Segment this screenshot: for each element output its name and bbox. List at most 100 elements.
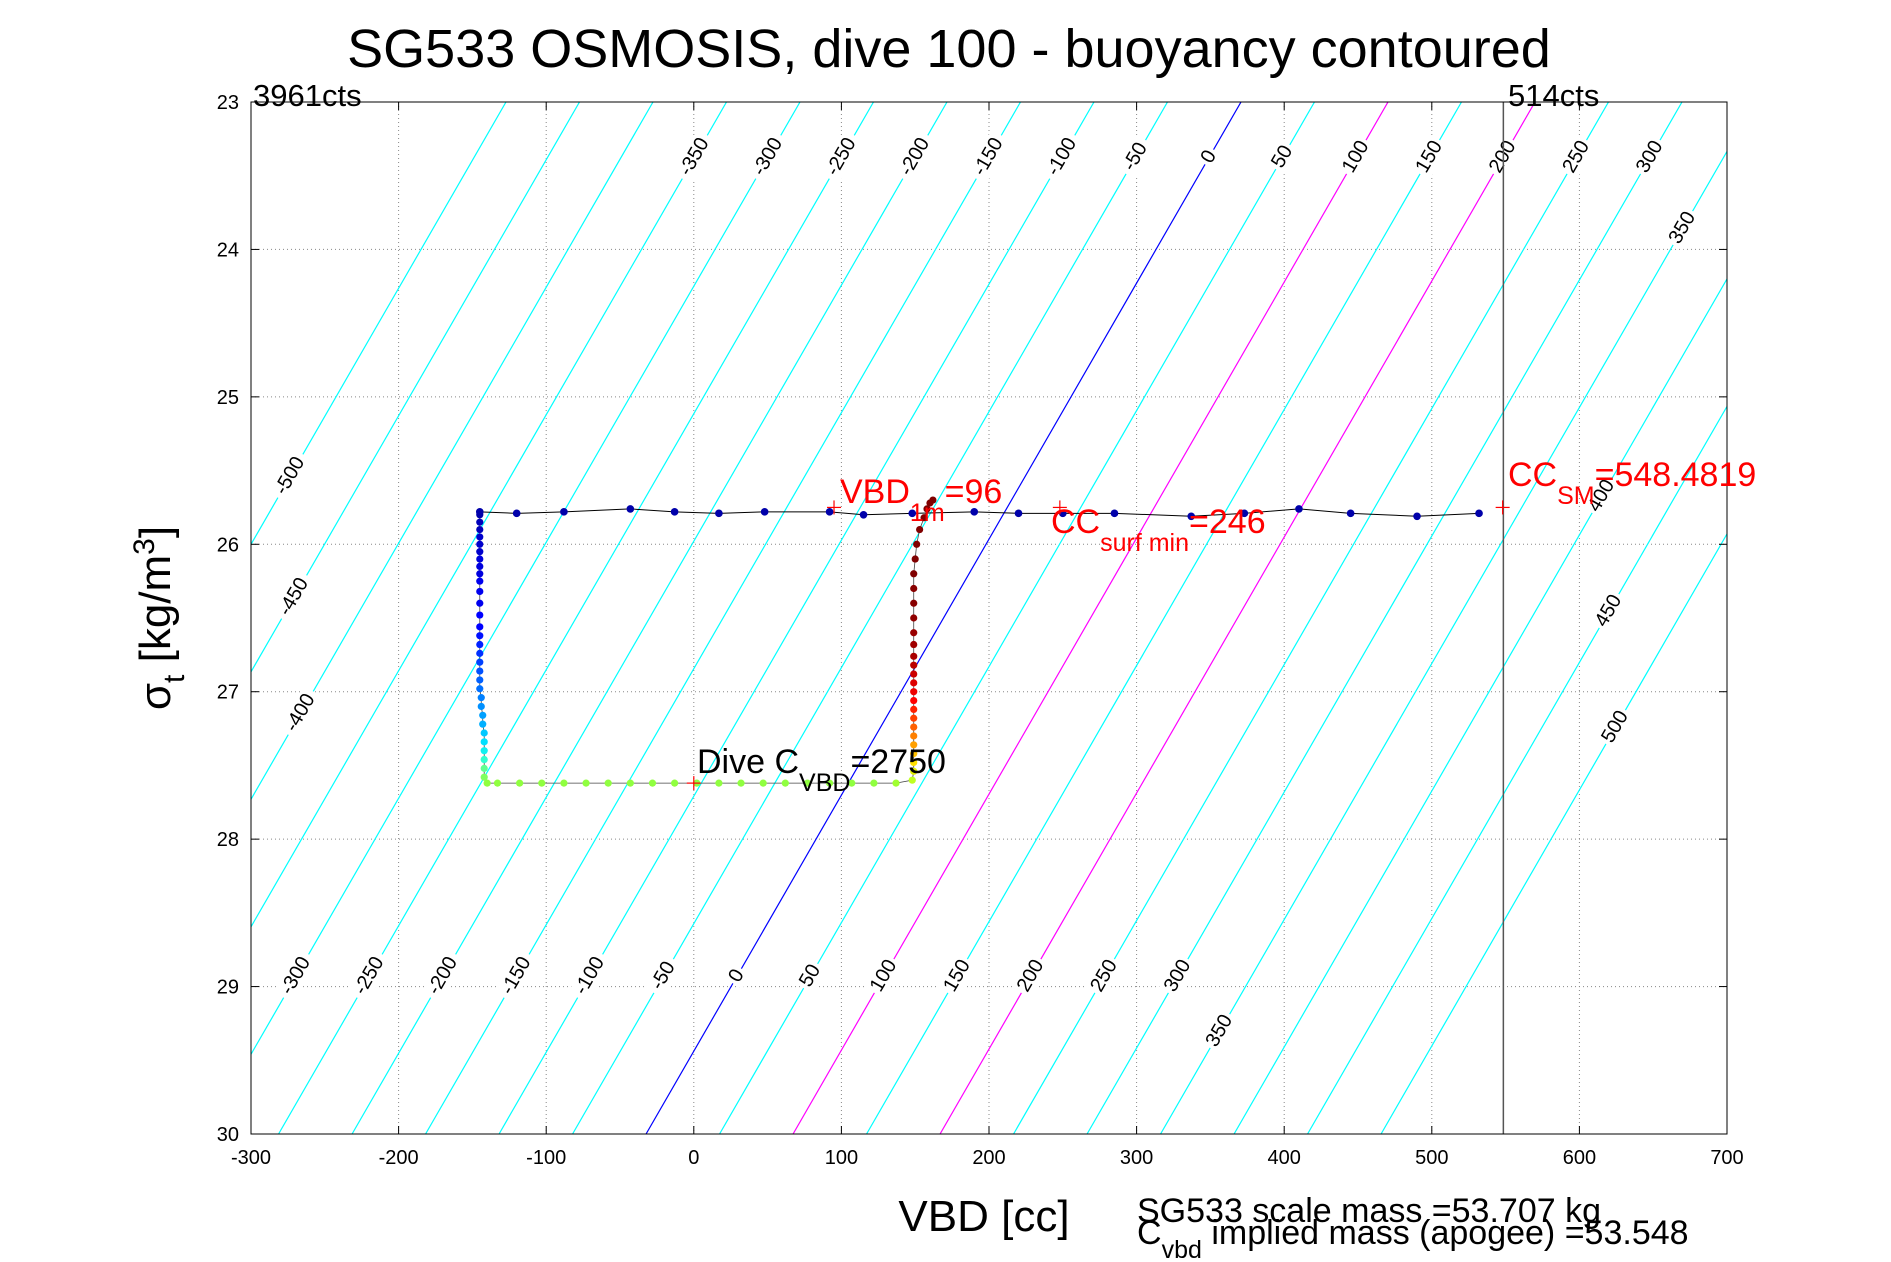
contour-label-bg (819, 129, 864, 185)
dive-point (476, 611, 484, 619)
surface-point (626, 505, 635, 513)
contour-line (719, 102, 1316, 1134)
dive-point (913, 540, 921, 548)
dive-point (910, 679, 918, 687)
surface-point (1240, 509, 1249, 518)
dive-point (910, 732, 918, 740)
contour-label-bg (1582, 473, 1622, 519)
annotation-vbd1m-main: VBD (840, 473, 910, 511)
y-tick-label: 23 (217, 92, 239, 114)
y-tick-label: 27 (217, 682, 239, 704)
y-axis-label-sup: 3 (128, 538, 161, 555)
annotation-dive-c-vbd-value: =2750 (850, 743, 946, 781)
dive-point (910, 750, 918, 758)
dive-point (916, 525, 924, 534)
dive-point (476, 649, 484, 657)
footer-implied-mass-main: C (1137, 1214, 1162, 1252)
dive-point (480, 747, 488, 755)
surface-point (1014, 509, 1023, 518)
contour-label-bg (966, 129, 1011, 185)
surface-point (760, 508, 769, 516)
surface-point (715, 509, 723, 518)
dive-point (476, 587, 484, 596)
x-tick-label: 100 (825, 1147, 858, 1169)
contour-label-bg (1631, 134, 1670, 180)
y-axis-label-rest: [kg/m (131, 555, 180, 675)
x-tick-label: 200 (972, 1147, 1005, 1169)
dive-point (476, 577, 484, 585)
dive-point (516, 779, 524, 787)
dive-point (910, 614, 918, 622)
contour-label-bg (421, 948, 466, 1004)
dive-point (476, 640, 484, 649)
dive-point (476, 525, 484, 534)
dive-point (480, 764, 488, 772)
contour-label-bg (746, 129, 791, 185)
dive-point (476, 555, 484, 563)
footer-implied-mass-rest: implied mass (apogee) =53.548 (1202, 1214, 1689, 1252)
surface-point (859, 511, 868, 519)
surface-point (1295, 505, 1303, 513)
dive-point (476, 518, 484, 526)
dive-point (671, 779, 679, 787)
x-axis-label: VBD [cc] (898, 1192, 1069, 1241)
y-tick-label: 29 (217, 977, 239, 999)
dive-point (480, 738, 488, 746)
contour-label-bg (1158, 953, 1198, 999)
dive-point (910, 661, 918, 669)
dive-point (910, 705, 918, 714)
dive-point (476, 533, 484, 541)
y-tick-label: 25 (217, 387, 239, 409)
contour-line (251, 102, 654, 801)
contour-label-bg (938, 953, 977, 999)
y-axis-label-close: ] (131, 526, 180, 538)
contour-label-bg (1596, 704, 1635, 750)
contour-label-bg (1410, 134, 1450, 180)
y-tick-label: 28 (217, 829, 239, 851)
dive-point (479, 711, 487, 719)
x-tick-label: -200 (379, 1147, 419, 1169)
dive-point (910, 570, 918, 578)
dive-point (538, 779, 546, 787)
grid (251, 102, 1727, 1134)
contour-label-bg (278, 685, 323, 741)
surface-track-line (479, 508, 1480, 517)
dive-point (582, 779, 590, 787)
dive-point (908, 776, 916, 784)
annotation-cc-sm-sub: SM (1557, 482, 1595, 510)
contour-label-bg (644, 953, 683, 999)
dive-point (737, 779, 745, 787)
contour-label-bg (893, 129, 938, 185)
dive-point (910, 723, 918, 731)
annotation-cc-surf-min: CCsurf min=246 (1051, 503, 1266, 557)
x-tick-label: 700 (1710, 1147, 1743, 1169)
contour-label-bg (1557, 134, 1597, 180)
contour-line (1380, 532, 1727, 1134)
dive-point (476, 623, 484, 631)
dive-point (910, 599, 918, 607)
dive-point (476, 540, 484, 548)
annotation-vbd1m-sub: 1m (910, 499, 945, 527)
dive-point (929, 496, 937, 504)
annotation-dive-c-vbd-sub: VBD (799, 769, 850, 797)
contour-label-bg (268, 448, 313, 504)
dive-point (480, 755, 488, 764)
footer-implied-mass: Cvbd implied mass (apogee) =53.548 (1137, 1214, 1689, 1262)
contour-label-bg (272, 569, 317, 625)
x-tick-label: -300 (231, 1147, 271, 1169)
corner-label-left: 3961cts (253, 78, 362, 113)
surface-point (1059, 509, 1067, 518)
y-ticks: 23 24 25 26 27 28 29 30 (217, 92, 1727, 1146)
contour-label-bg (672, 129, 717, 185)
surface-point (670, 508, 679, 516)
dive-point (781, 779, 789, 787)
dive-point (476, 676, 484, 684)
contour-line (251, 102, 728, 929)
dive-point (848, 779, 856, 787)
y-axis-label-sub: t (158, 674, 191, 683)
y-tick-label: 30 (217, 1124, 239, 1146)
x-tick-label: -100 (526, 1147, 566, 1169)
dive-point (911, 555, 919, 563)
dive-point (560, 779, 568, 787)
x-tick-label: 0 (688, 1147, 699, 1169)
